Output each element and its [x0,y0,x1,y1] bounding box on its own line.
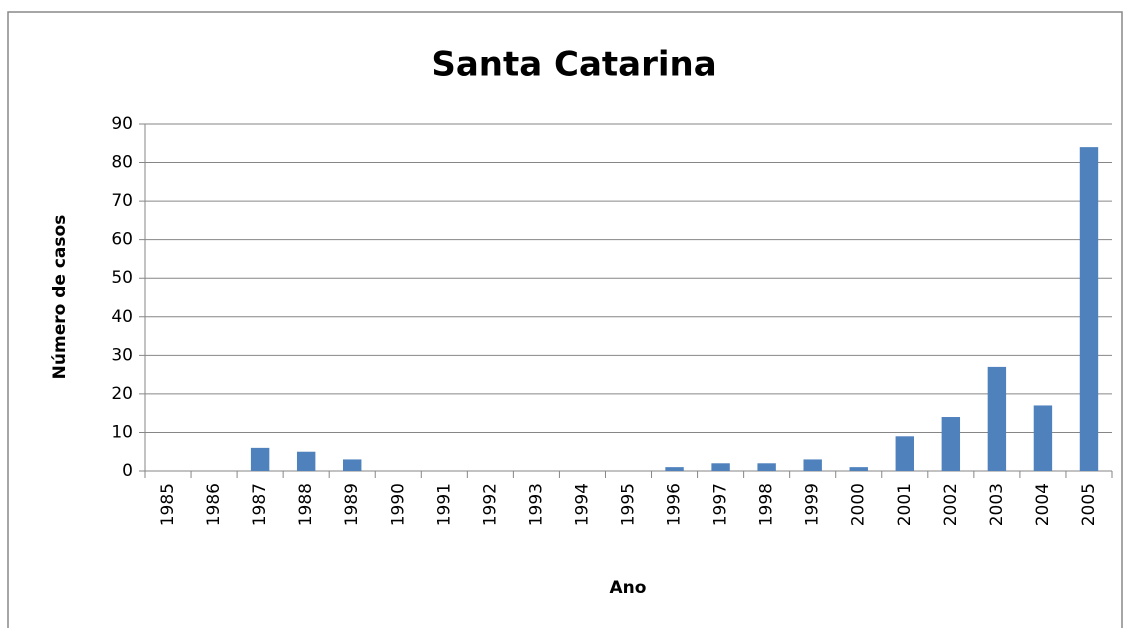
bar [1079,147,1099,471]
x-tick-label: 1987 [250,483,270,526]
bar [343,459,362,471]
x-tick-label: 2000 [849,483,869,526]
x-tick-label: 1998 [757,483,777,526]
bar [895,436,914,471]
bar [296,451,316,471]
x-tick-label: 2001 [895,483,915,526]
x-tick-label: 1999 [803,483,823,526]
x-tick-label: 1995 [619,483,639,526]
x-tick-label: 1985 [158,483,178,526]
bar [803,459,822,471]
x-tick-label: 2003 [987,483,1007,526]
bar [987,366,1007,471]
y-tick-label: 90 [111,114,133,134]
x-tick-label: 1986 [204,483,224,526]
y-tick-label: 0 [122,461,133,481]
bar [665,467,684,471]
x-tick-label: 1991 [434,483,454,526]
y-tick-label: 80 [111,153,133,173]
y-tick-label: 10 [111,422,133,442]
x-tick-label: 1993 [526,483,546,526]
y-tick-label: 40 [111,307,133,327]
x-tick-label: 1994 [572,483,592,526]
x-tick-label: 2004 [1033,483,1053,526]
x-tick-label: 1988 [296,483,316,526]
x-tick-label: 1989 [342,483,362,526]
bar [849,467,868,471]
x-axis-title: Ano [610,578,647,598]
x-tick-label: 1996 [665,483,685,526]
x-tick-label: 1990 [388,483,408,526]
y-tick-label: 20 [111,384,133,404]
x-tick-label: 2002 [941,483,961,526]
y-tick-label: 70 [111,191,133,211]
x-tick-label: 2005 [1079,483,1099,526]
x-tick-label: 1992 [480,483,500,526]
y-tick-label: 60 [111,230,133,250]
x-tick-label: 1997 [711,483,731,526]
bar [711,463,730,471]
y-tick-label: 30 [111,345,133,365]
bar [1033,405,1053,471]
chart-frame [7,11,1123,628]
bar [250,447,270,471]
y-tick-label: 50 [111,268,133,288]
bar [941,417,961,471]
y-axis-title: Número de casos [50,215,70,380]
bar [757,463,776,471]
chart-title: Santa Catarina [431,45,716,85]
